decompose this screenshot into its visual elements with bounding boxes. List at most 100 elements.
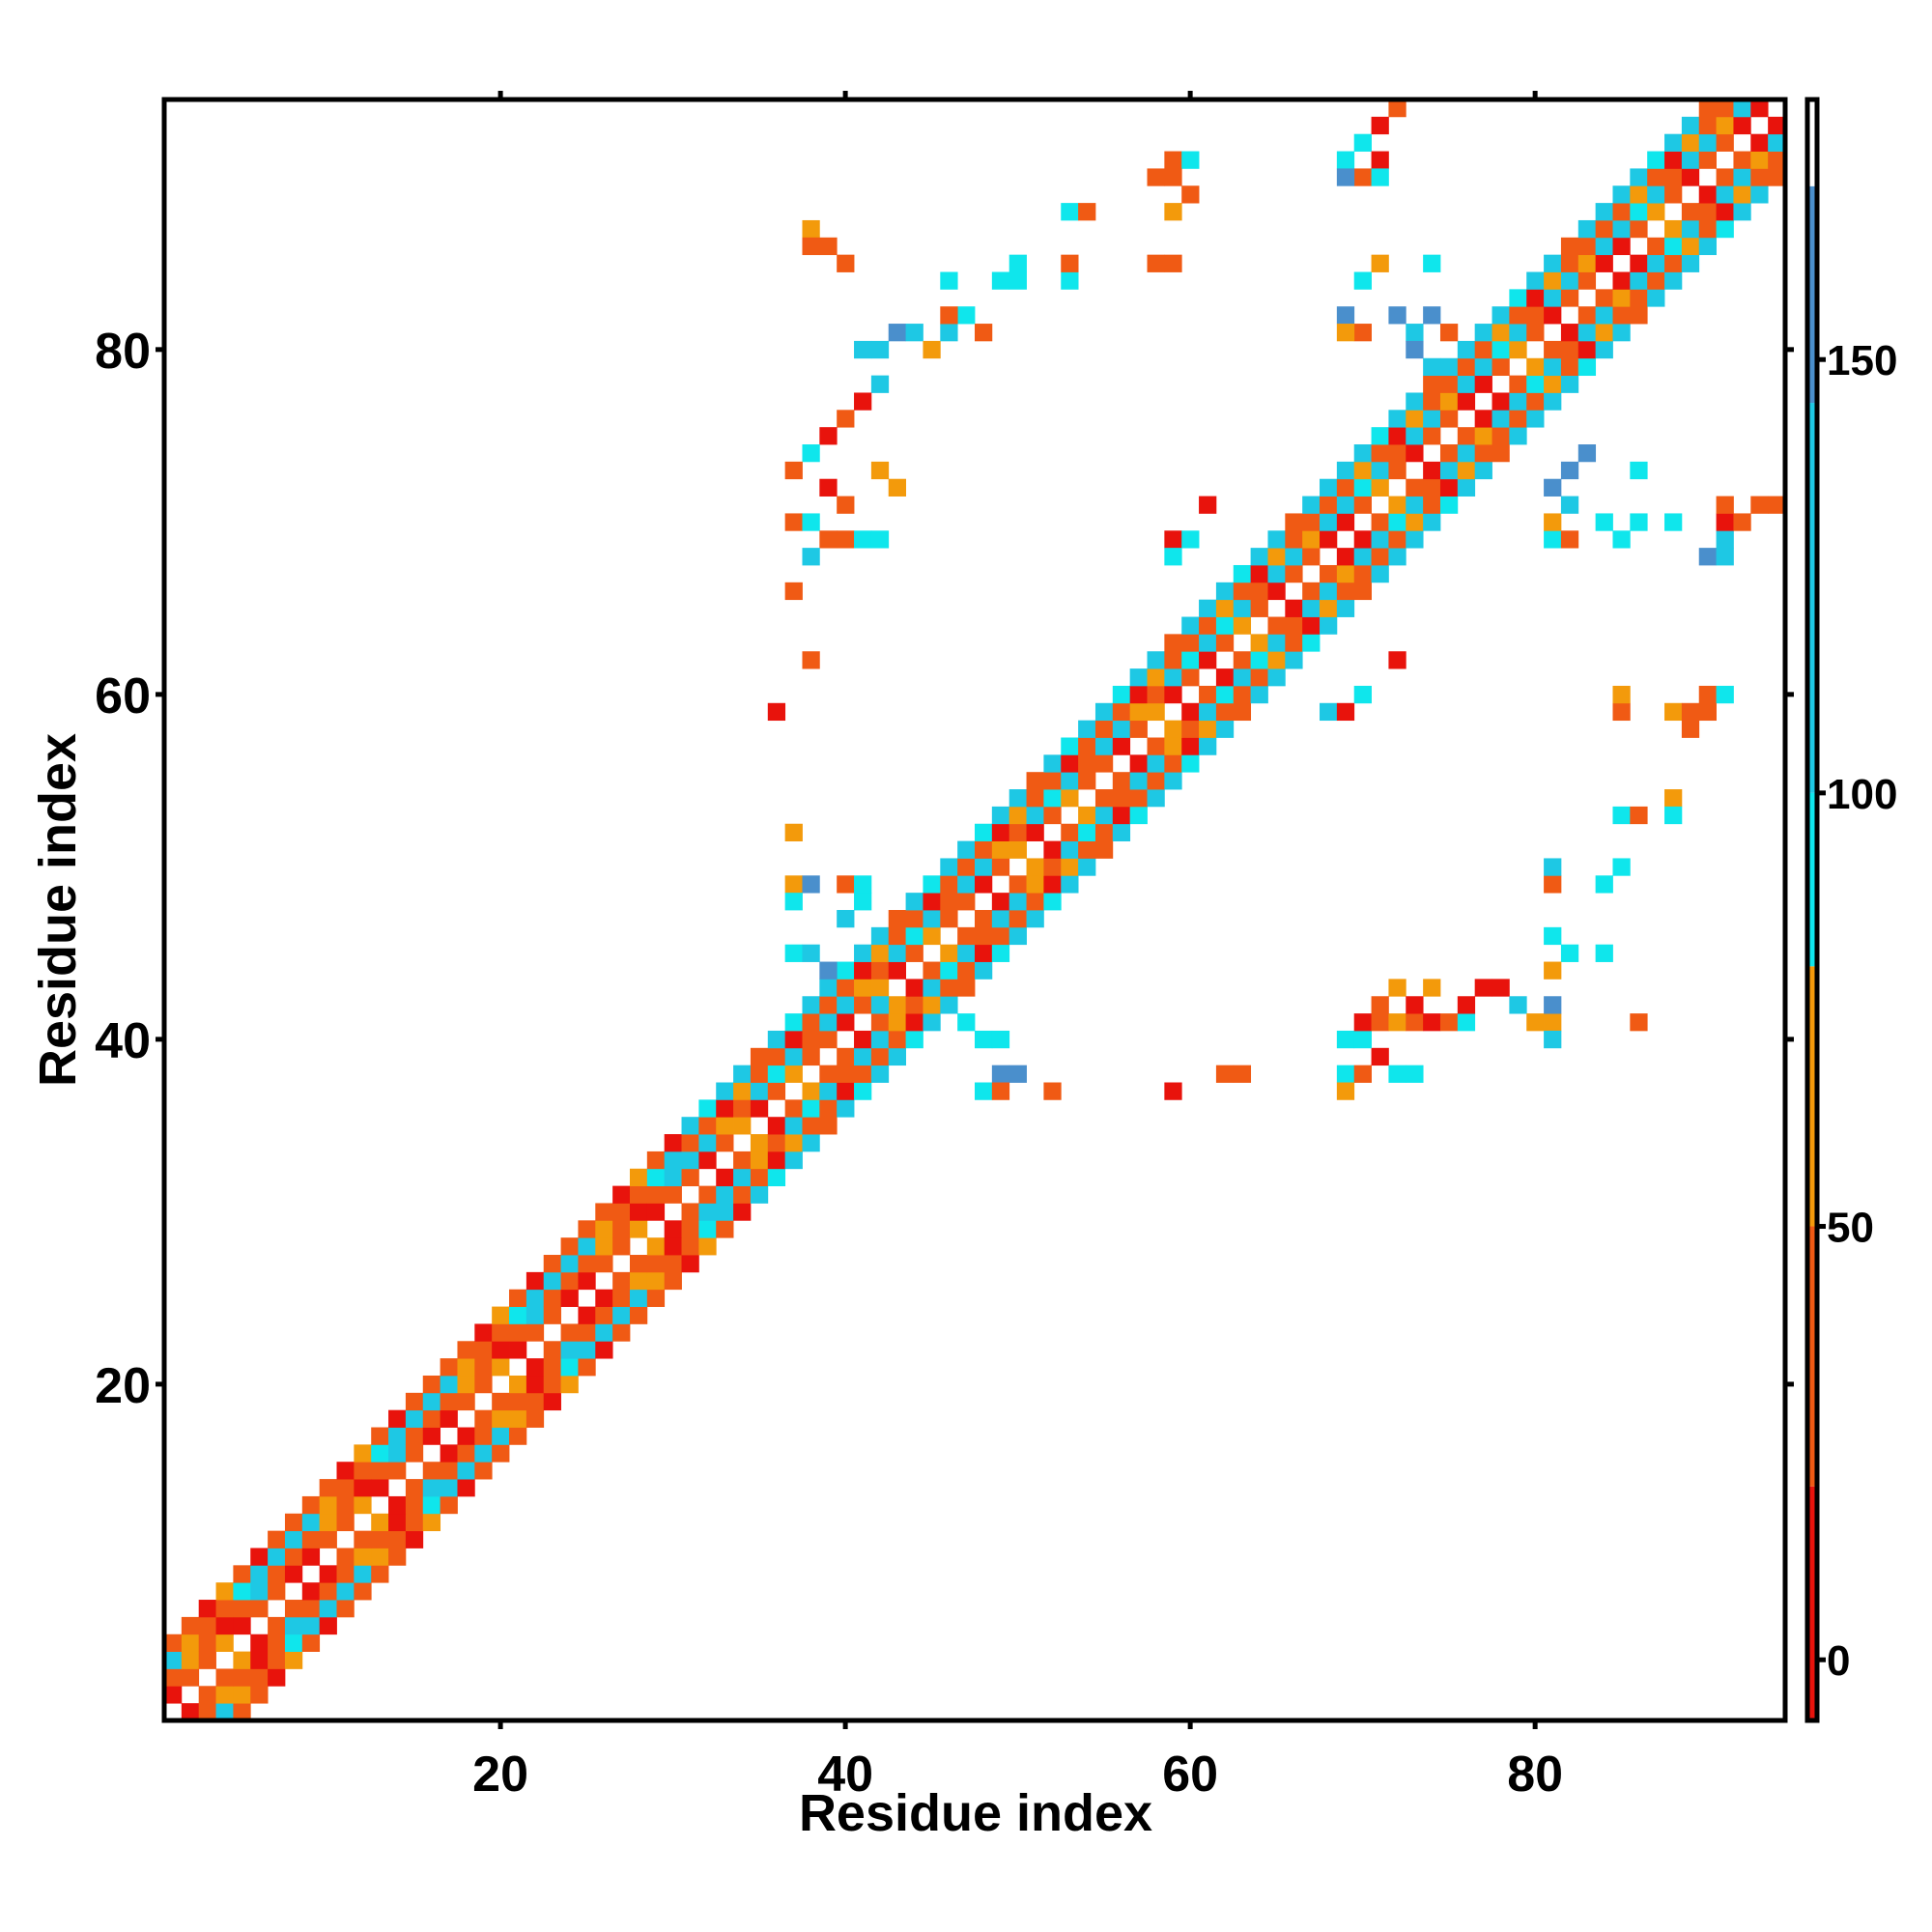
heatmap-cell: [1353, 444, 1372, 463]
heatmap-cell: [1423, 496, 1441, 514]
heatmap-cell: [957, 961, 976, 980]
heatmap-cell: [509, 1409, 527, 1428]
heatmap-cell: [1233, 651, 1252, 669]
heatmap-cell: [629, 1203, 648, 1221]
heatmap-cell: [1733, 168, 1751, 186]
heatmap-cell: [1698, 548, 1717, 566]
heatmap-cell: [1509, 324, 1527, 342]
heatmap-cell: [1406, 427, 1424, 445]
heatmap-cell: [1199, 685, 1217, 704]
heatmap-cell: [1267, 548, 1286, 566]
heatmap-cell: [837, 530, 855, 549]
heatmap-cell: [1664, 806, 1683, 825]
heatmap-cell: [1129, 720, 1148, 738]
heatmap-cell: [405, 1530, 424, 1548]
heatmap-cell: [1544, 1030, 1562, 1049]
heatmap-cell: [733, 1203, 752, 1221]
heatmap-cell: [767, 1117, 786, 1135]
heatmap-cell: [1509, 427, 1527, 445]
heatmap-cell: [1595, 944, 1613, 962]
heatmap-cell: [612, 1271, 631, 1291]
heatmap-cell: [1439, 478, 1459, 497]
heatmap-cell: [1716, 219, 1734, 239]
heatmap-cell: [975, 823, 993, 841]
heatmap-cell: [1577, 324, 1597, 342]
heatmap-cell: [509, 1341, 527, 1359]
heatmap-cell: [1406, 410, 1424, 428]
heatmap-cell: [837, 875, 855, 894]
heatmap-cell: [664, 1255, 682, 1273]
heatmap-cell: [1698, 151, 1717, 169]
heatmap-cell: [991, 910, 1010, 928]
heatmap-cell: [870, 944, 890, 962]
heatmap-cell: [664, 1151, 682, 1170]
heatmap-cell: [1320, 478, 1338, 497]
heatmap-cell: [1371, 478, 1389, 497]
heatmap-cell: [1698, 685, 1717, 704]
heatmap-cell: [629, 1255, 648, 1273]
heatmap-cell: [837, 410, 855, 428]
heatmap-cell: [1750, 185, 1769, 204]
heatmap-cell: [698, 1220, 717, 1238]
heatmap-cell: [1061, 858, 1079, 876]
heatmap-cell: [784, 875, 803, 894]
heatmap-cell: [1181, 737, 1200, 755]
heatmap-cell: [1509, 306, 1527, 325]
heatmap-cell: [975, 910, 993, 928]
heatmap-cell: [681, 1203, 699, 1221]
heatmap-cell: [767, 1151, 786, 1170]
heatmap-cell: [268, 1651, 286, 1669]
heatmap-cell: [716, 1185, 734, 1204]
heatmap-cell: [1406, 996, 1424, 1014]
heatmap-cell: [991, 926, 1010, 946]
heatmap-cell: [1250, 582, 1268, 601]
heatmap-cell: [1164, 1082, 1182, 1100]
heatmap-cell: [233, 1565, 251, 1583]
heatmap-cell: [1647, 271, 1665, 290]
heatmap-cell: [1716, 685, 1734, 704]
heatmap-cell: [1094, 823, 1114, 841]
heatmap-cell: [526, 1271, 545, 1291]
heatmap-cell: [492, 1341, 510, 1359]
heatmap-cell: [284, 1651, 303, 1669]
heatmap-cell: [1147, 651, 1165, 669]
heatmap-cell: [543, 1255, 561, 1273]
heatmap-cell: [1164, 151, 1182, 169]
heatmap-cell: [595, 1203, 613, 1221]
heatmap-cell: [301, 1600, 321, 1618]
heatmap-cell: [233, 1600, 251, 1618]
heatmap-cell: [1544, 530, 1562, 549]
heatmap-cell: [1526, 306, 1545, 325]
heatmap-cell: [1406, 1013, 1424, 1032]
heatmap-cell: [1285, 564, 1303, 583]
heatmap-cell: [1612, 530, 1631, 549]
heatmap-cell: [1698, 133, 1717, 152]
heatmap-cell: [1750, 133, 1769, 152]
heatmap-cell: [1026, 806, 1044, 825]
heatmap-cell: [1664, 219, 1683, 239]
heatmap-cell: [181, 1634, 200, 1652]
heatmap-cell: [1371, 548, 1389, 566]
heatmap-cell: [233, 1651, 251, 1669]
heatmap-cell: [1336, 461, 1355, 480]
heatmap-cell: [905, 996, 923, 1014]
heatmap-cell: [1664, 254, 1683, 272]
heatmap-cell: [371, 1427, 389, 1445]
heatmap-cell: [422, 1479, 441, 1497]
heatmap-cell: [319, 1479, 337, 1497]
colorbar-tick-label: 0: [1827, 1637, 1850, 1685]
heatmap-cell: [1215, 616, 1235, 635]
heatmap-cell: [854, 1082, 872, 1100]
heatmap-cell: [1716, 548, 1734, 566]
heatmap-cell: [336, 1479, 355, 1497]
heatmap-cell: [1457, 996, 1476, 1014]
heatmap-cell: [1147, 254, 1165, 272]
heatmap-cell: [301, 1634, 321, 1652]
heatmap-cell: [1215, 599, 1235, 617]
heatmap-cell: [854, 1065, 872, 1083]
heatmap-cell: [819, 1082, 838, 1100]
heatmap-cell: [1061, 754, 1079, 773]
heatmap-cell: [1630, 168, 1648, 186]
heatmap-cell: [1492, 427, 1510, 445]
heatmap-cell: [940, 324, 958, 342]
